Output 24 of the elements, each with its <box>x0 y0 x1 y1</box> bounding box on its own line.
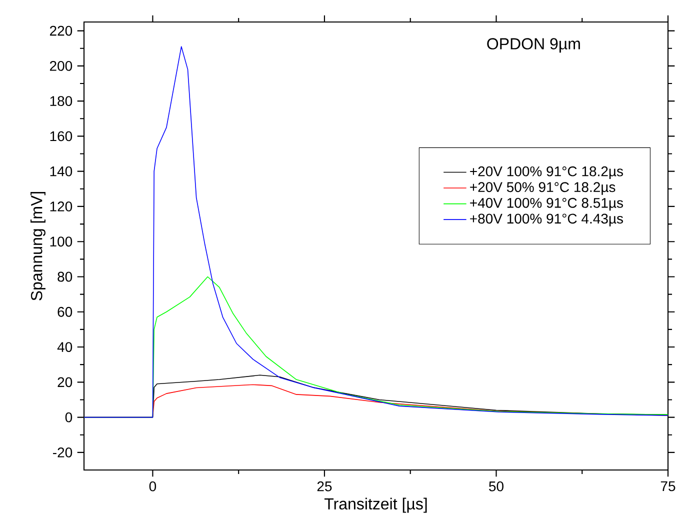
x-tick-label: 0 <box>149 481 156 492</box>
legend-label: +20V 50% 91°C 18.2µs <box>470 182 616 195</box>
legend-label: +80V 100% 91°C 4.43µs <box>470 214 623 226</box>
y-tick-label: 80 <box>58 272 72 282</box>
x-axis-title: Transitzeit [µs] <box>324 498 427 513</box>
y-tick-label: -20 <box>53 447 72 458</box>
y-axis-title: Spannung [mV] <box>30 192 46 300</box>
y-tick-label: 200 <box>50 60 72 71</box>
y-tick-label: 120 <box>50 202 72 212</box>
legend-label: +40V 100% 91°C 8.51µs <box>470 198 623 211</box>
y-tick-label: 140 <box>50 166 72 176</box>
x-tick-label: 75 <box>660 481 676 492</box>
y-tick-label: 0 <box>65 412 72 422</box>
y-tick-label: 20 <box>58 377 72 388</box>
y-tick-label: 100 <box>50 236 72 247</box>
x-tick-label: 50 <box>489 481 504 492</box>
y-tick-label: 60 <box>58 306 72 317</box>
y-tick-label: 160 <box>50 131 72 142</box>
y-tick-label: 180 <box>50 96 72 106</box>
x-tick-label: 25 <box>317 481 332 492</box>
y-tick-label: 220 <box>50 26 72 36</box>
legend-label: +20V 100% 91°C 18.2µs <box>470 166 623 180</box>
y-tick-label: 40 <box>57 342 72 352</box>
text: OPDON 9µm <box>487 38 580 53</box>
